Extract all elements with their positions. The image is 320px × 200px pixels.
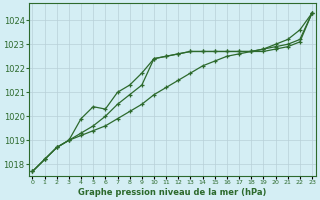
X-axis label: Graphe pression niveau de la mer (hPa): Graphe pression niveau de la mer (hPa) (78, 188, 267, 197)
